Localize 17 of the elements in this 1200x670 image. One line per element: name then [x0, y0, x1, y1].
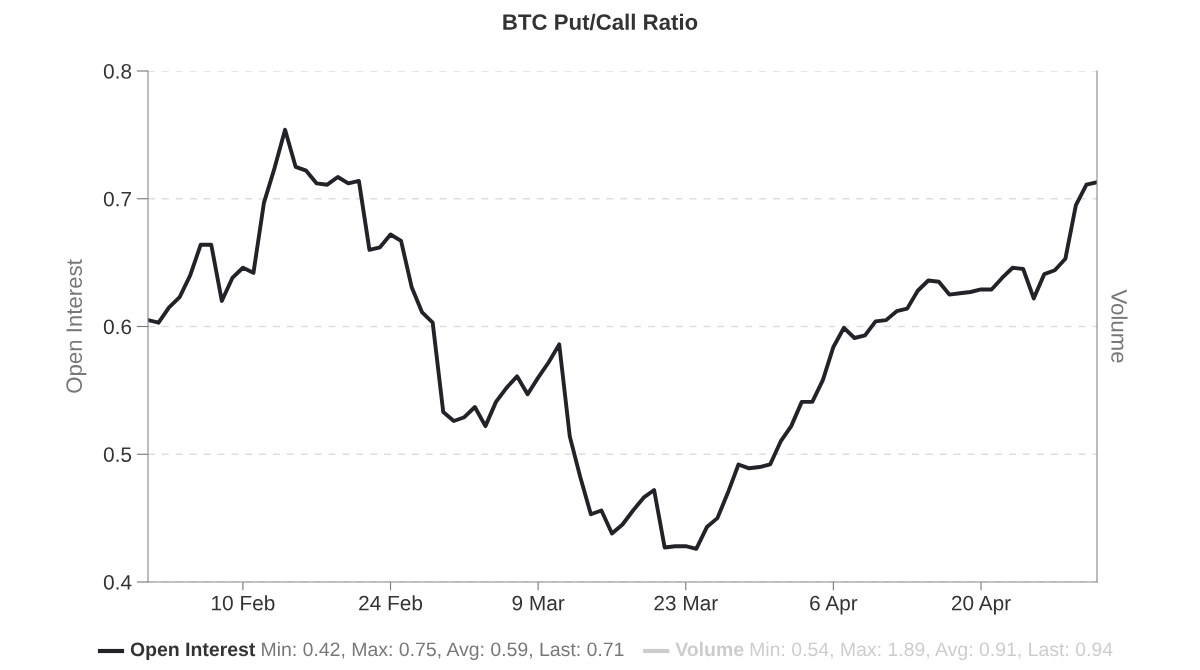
x-tick-label: 10 Feb — [212, 595, 275, 611]
x-tick-label: 6 Apr — [810, 595, 858, 615]
y-tick-label: 0.6 — [103, 319, 132, 335]
x-tick-label: 20 Apr — [951, 595, 1011, 615]
y-tick-label: 0.7 — [103, 191, 131, 207]
y-tick-label: 0.5 — [103, 447, 132, 462]
line-series — [148, 127, 1097, 551]
x-tick-label: 9 Mar — [512, 595, 565, 611]
x-tick-label: 23 Mar — [654, 595, 718, 611]
x-tick-label: 24 Feb — [359, 595, 423, 611]
text: Min: 0.42, Max: 0.75, Avg: 0.59, Last: 0.71 — [262, 641, 624, 661]
y-tick-label: 0.4 — [103, 575, 132, 590]
y2-axis-title: Volume — [1111, 289, 1128, 363]
y-tick-label: 0.8 — [103, 64, 132, 79]
chart-title: BTC Put/Call Ratio — [503, 13, 698, 31]
legend-label: Open Interest — [130, 642, 256, 661]
y-axis-title: Open Interest — [66, 259, 87, 393]
